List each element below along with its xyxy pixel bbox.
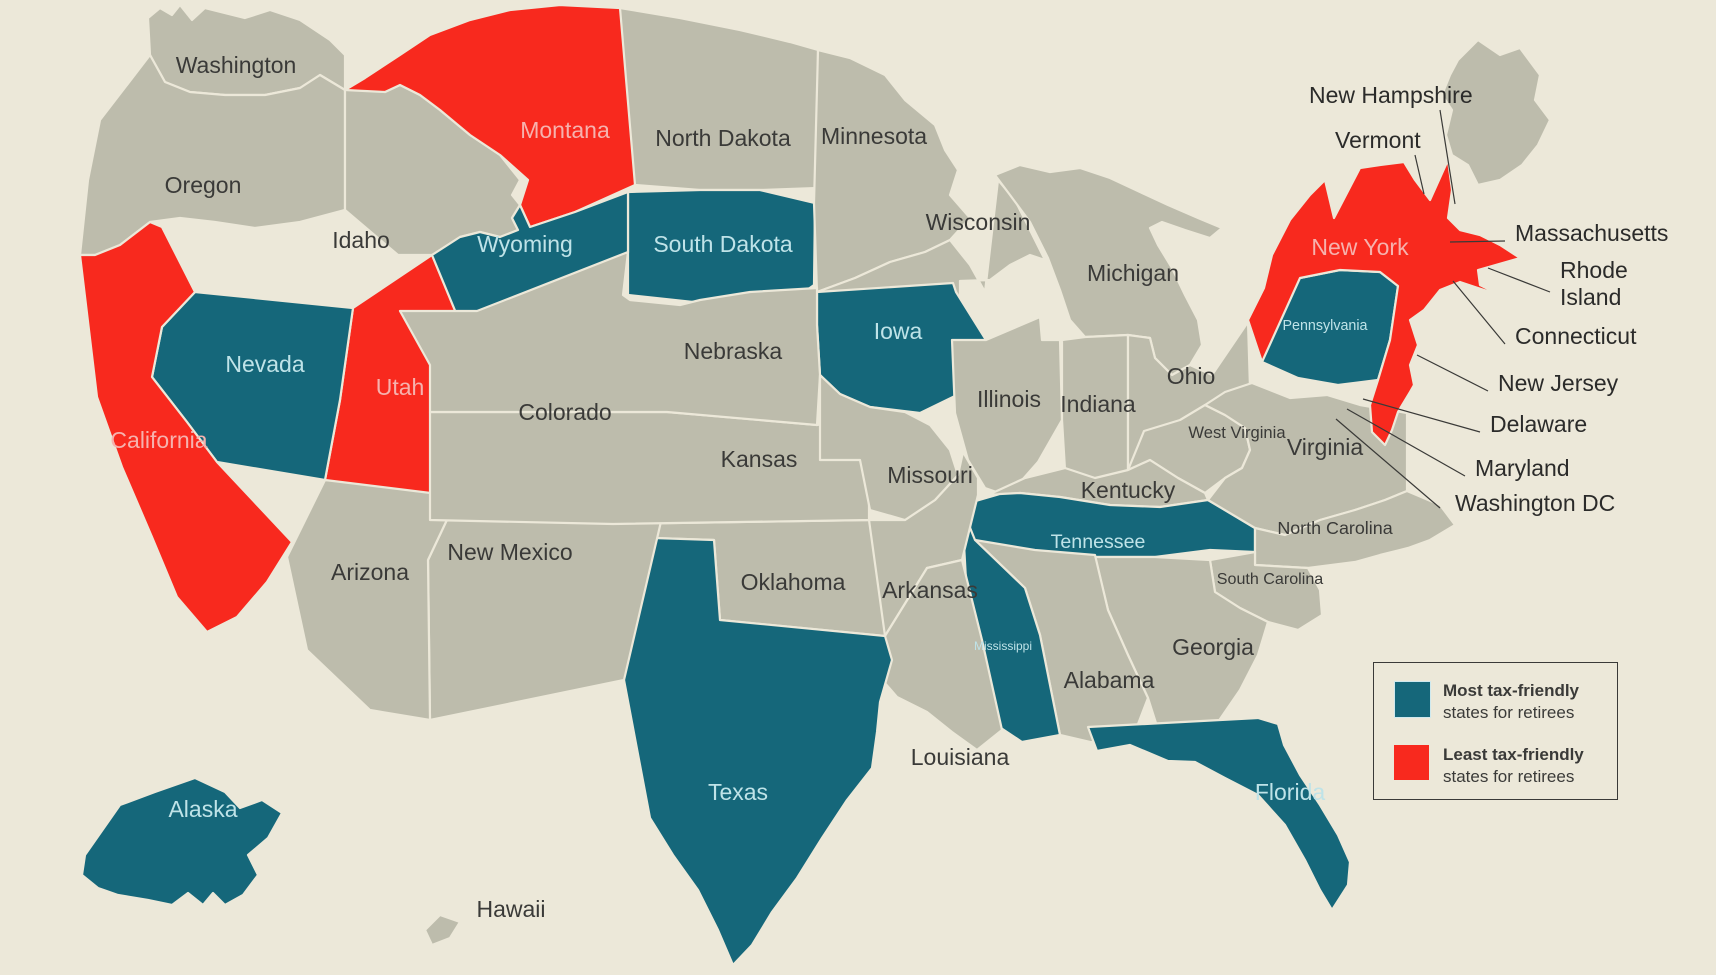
svg-text:New Jersey: New Jersey <box>1498 370 1619 396</box>
svg-text:New Hampshire: New Hampshire <box>1309 82 1473 108</box>
svg-text:Maryland: Maryland <box>1475 455 1570 481</box>
svg-text:Connecticut: Connecticut <box>1515 323 1637 349</box>
svg-text:Vermont: Vermont <box>1335 127 1421 153</box>
svg-text:Massachusetts: Massachusetts <box>1515 220 1668 246</box>
svg-text:Delaware: Delaware <box>1490 411 1587 437</box>
svg-text:Washington DC: Washington DC <box>1455 490 1615 516</box>
svg-text:Rhode: Rhode <box>1560 257 1628 283</box>
svg-text:Island: Island <box>1560 284 1621 310</box>
